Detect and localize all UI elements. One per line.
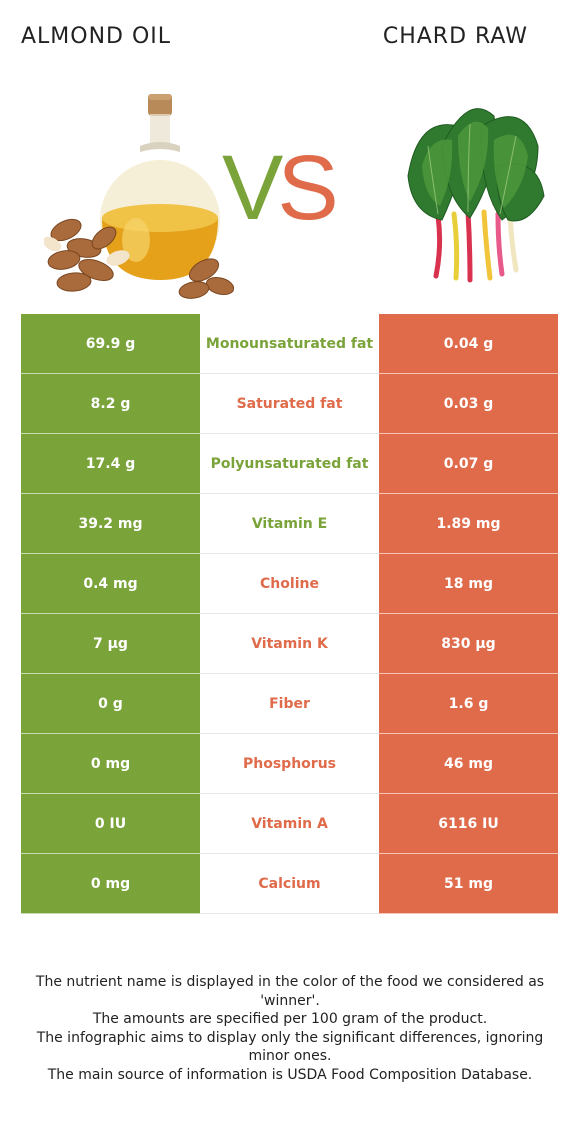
comparison-table: 69.9 g Monounsaturated fat 0.04 g 8.2 g Satu…	[21, 314, 558, 914]
vs-label: VS	[222, 142, 339, 234]
footer-notes: The nutrient name is displayed in the co…	[18, 973, 562, 1084]
table-row: 69.9 g Monounsaturated fat 0.04 g	[21, 314, 558, 374]
left-food-value: 0.4 mg	[21, 554, 200, 614]
left-food-value: 69.9 g	[21, 314, 200, 374]
vs-v: V	[222, 137, 283, 239]
left-food-value: 17.4 g	[21, 434, 200, 494]
left-food-value: 0 g	[21, 674, 200, 734]
chard-image	[407, 108, 545, 283]
table-row: 7 µg Vitamin K 830 µg	[21, 614, 558, 674]
right-food-value: 46 mg	[379, 734, 558, 794]
right-food-value: 1.89 mg	[379, 494, 558, 554]
table-row: 0 g Fiber 1.6 g	[21, 674, 558, 734]
right-food-value: 0.04 g	[379, 314, 558, 374]
right-food-value: 51 mg	[379, 854, 558, 914]
nutrient-name: Fiber	[200, 674, 379, 734]
footer-line: The main source of information is USDA F…	[47, 1066, 533, 1083]
table-row: 0 mg Calcium 51 mg	[21, 854, 558, 914]
nutrient-name: Saturated fat	[200, 374, 379, 434]
table-row: 39.2 mg Vitamin E 1.89 mg	[21, 494, 558, 554]
nutrient-name: Vitamin E	[200, 494, 379, 554]
nutrient-name: Vitamin A	[200, 794, 379, 854]
table-row: 0.4 mg Choline 18 mg	[21, 554, 558, 614]
right-food-title: CHARD RAW	[382, 24, 528, 49]
right-food-value: 0.03 g	[379, 374, 558, 434]
nutrient-name: Phosphorus	[200, 734, 379, 794]
nutrient-name: Polyunsaturated fat	[200, 434, 379, 494]
nutrient-name: Vitamin K	[200, 614, 379, 674]
table-row: 8.2 g Saturated fat 0.03 g	[21, 374, 558, 434]
left-food-value: 7 µg	[21, 614, 200, 674]
table-row: 17.4 g Polyunsaturated fat 0.07 g	[21, 434, 558, 494]
right-food-value: 830 µg	[379, 614, 558, 674]
footer-line: The amounts are specified per 100 gram o…	[92, 1011, 488, 1027]
left-food-value: 39.2 mg	[21, 494, 200, 554]
nutrient-name: Choline	[200, 554, 379, 614]
left-food-value: 0 mg	[21, 734, 200, 794]
left-food-title: ALMOND OIL	[21, 24, 172, 49]
almond-oil-bottle-image	[44, 94, 234, 299]
left-food-value: 0 IU	[21, 794, 200, 854]
left-food-value: 8.2 g	[21, 374, 200, 434]
header: ALMOND OIL CHARD RAW	[0, 24, 580, 54]
left-food-value: 0 mg	[21, 854, 200, 914]
right-food-value: 18 mg	[379, 554, 558, 614]
footer-line: The infographic aims to display only the…	[36, 1029, 544, 1065]
table-row: 0 mg Phosphorus 46 mg	[21, 734, 558, 794]
nutrient-name: Calcium	[200, 854, 379, 914]
vs-s: S	[277, 137, 338, 239]
footer-line: The nutrient name is displayed in the co…	[35, 974, 545, 1009]
hero: VS	[0, 80, 580, 300]
nutrient-name: Monounsaturated fat	[200, 314, 379, 374]
right-food-value: 6116 IU	[379, 794, 558, 854]
table-row: 0 IU Vitamin A 6116 IU	[21, 794, 558, 854]
right-food-value: 0.07 g	[379, 434, 558, 494]
right-food-value: 1.6 g	[379, 674, 558, 734]
